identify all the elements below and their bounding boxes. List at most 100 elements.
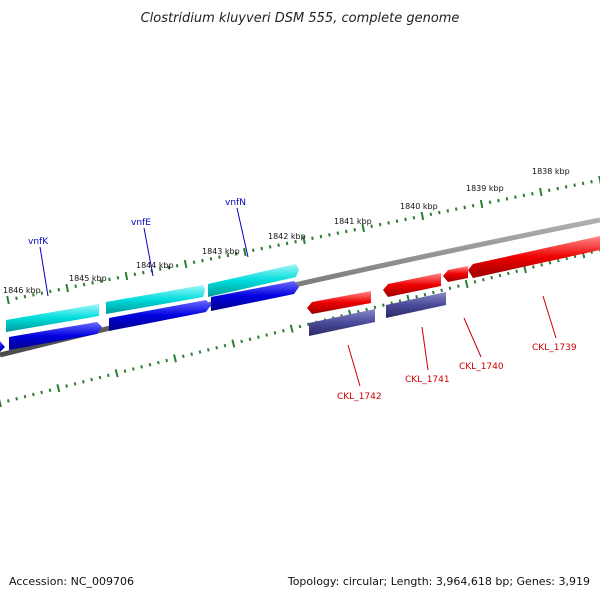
gene-slate-2[interactable] <box>386 292 446 318</box>
gene-vnfE-cyan[interactable] <box>106 285 205 314</box>
tick-label-1846: 1846 kbp <box>3 286 41 295</box>
inner-tick-minor <box>106 373 110 378</box>
gene-CKL_1739-red[interactable] <box>468 236 600 278</box>
gene-CKL_1740-red[interactable] <box>443 266 468 282</box>
outer-tick-minor <box>311 236 314 241</box>
outer-tick-minor <box>378 222 382 227</box>
outer-tick-major <box>598 175 600 185</box>
gene-CKL_1741-red[interactable] <box>383 273 441 297</box>
leader-CKL_1741 <box>421 326 429 371</box>
gene-label-CKL_1740[interactable]: CKL_1740 <box>459 362 504 372</box>
outer-tick-minor <box>218 255 221 259</box>
outer-tick-minor <box>99 279 103 283</box>
outer-tick-minor <box>209 257 213 261</box>
inner-tick-minor <box>198 350 202 354</box>
outer-tick-minor <box>404 217 407 222</box>
outer-tick-minor <box>463 205 466 210</box>
leader-vnfE <box>143 227 154 277</box>
inner-tick-minor <box>223 343 227 348</box>
gene-CKL_1742-red[interactable] <box>307 291 371 314</box>
outer-tick-major <box>420 211 425 221</box>
inner-tick-minor <box>165 358 169 363</box>
leader-CKL_1742 <box>347 344 361 387</box>
gene-slate-1[interactable] <box>309 309 375 336</box>
outer-tick-minor <box>547 188 551 193</box>
outer-tick-minor <box>235 251 238 256</box>
inner-tick-major <box>56 384 61 393</box>
accession-text: Accession: NC_009706 <box>9 575 134 588</box>
inner-tick-minor <box>298 324 302 329</box>
inner-tick-minor <box>256 335 260 339</box>
gene-label-vnfN[interactable]: vnfN <box>225 198 246 208</box>
inner-tick-minor <box>490 275 494 280</box>
outer-tick-minor <box>294 239 297 244</box>
outer-tick-minor <box>471 203 475 208</box>
inner-tick-minor <box>215 345 219 350</box>
inner-tick-minor <box>415 294 419 299</box>
outer-tick-minor <box>387 221 390 225</box>
outer-tick-minor <box>590 179 593 184</box>
gene-blue-1[interactable] <box>0 341 5 352</box>
inner-tick-minor <box>565 256 569 261</box>
outer-tick-minor <box>328 233 331 237</box>
gene-blue-3[interactable] <box>109 300 211 331</box>
inner-tick-minor <box>81 379 85 384</box>
inner-tick-minor <box>273 331 277 335</box>
forward-genes <box>0 264 299 352</box>
outer-tick-minor <box>564 185 568 189</box>
outer-tick-minor <box>285 241 289 246</box>
gene-label-vnfK[interactable]: vnfK <box>28 237 49 247</box>
outer-tick-minor <box>23 294 27 299</box>
inner-tick-minor <box>181 354 185 359</box>
outer-tick-minor <box>446 209 450 213</box>
gene-blue-4[interactable] <box>211 281 299 311</box>
outer-tick-minor <box>505 197 509 201</box>
gene-label-CKL_1742[interactable]: CKL_1742 <box>337 392 382 402</box>
inner-tick-minor <box>281 328 285 333</box>
leader-vnfK <box>39 246 49 297</box>
outer-tick-minor <box>531 191 534 196</box>
gene-blue-2[interactable] <box>9 322 102 350</box>
outer-tick-major <box>539 187 543 197</box>
outer-tick-major <box>302 235 306 245</box>
tick-label-1845: 1845 kbp <box>69 274 107 283</box>
outer-tick-minor <box>454 207 458 211</box>
tick-label-1839: 1839 kbp <box>466 184 504 193</box>
leader-CKL_1739 <box>542 295 557 339</box>
reverse-genes <box>307 236 600 336</box>
outer-tick-minor <box>142 270 145 275</box>
gene-label-CKL_1739[interactable]: CKL_1739 <box>532 343 577 353</box>
outer-tick-minor <box>395 219 399 223</box>
inner-tick-minor <box>248 337 252 342</box>
inner-tick-minor <box>540 263 544 267</box>
gene-label-CKL_1741[interactable]: CKL_1741 <box>405 375 450 385</box>
inner-tick-minor <box>531 265 535 269</box>
inner-tick-minor <box>48 388 52 393</box>
inner-tick-major <box>231 339 236 348</box>
inner-tick-minor <box>15 396 19 401</box>
inner-tick-minor <box>123 369 127 373</box>
inner-tick-major <box>0 398 2 408</box>
gene-label-vnfE[interactable]: vnfE <box>131 218 151 228</box>
outer-tick-minor <box>429 212 433 217</box>
inner-tick-minor <box>148 362 152 367</box>
outer-tick-minor <box>91 281 94 285</box>
gene-vnfN-cyan[interactable] <box>208 264 299 297</box>
inner-tick-major <box>173 354 177 363</box>
gene-vnfK-cyan[interactable] <box>6 304 99 332</box>
inner-tick-minor <box>448 286 452 291</box>
inner-tick-minor <box>515 269 519 274</box>
outer-tick-minor <box>260 246 264 251</box>
outer-tick-minor <box>201 258 204 263</box>
outer-tick-minor <box>522 193 526 198</box>
outer-tick-minor <box>251 248 255 253</box>
inner-tick-minor <box>140 365 144 369</box>
inner-tick-minor <box>31 392 35 397</box>
outer-tick-major <box>361 223 365 233</box>
inner-tick-minor <box>190 352 194 356</box>
outer-tick-minor <box>167 265 170 270</box>
inner-tick-minor <box>473 280 477 284</box>
outer-tick-minor <box>412 215 416 220</box>
tick-label-1838: 1838 kbp <box>532 167 570 176</box>
